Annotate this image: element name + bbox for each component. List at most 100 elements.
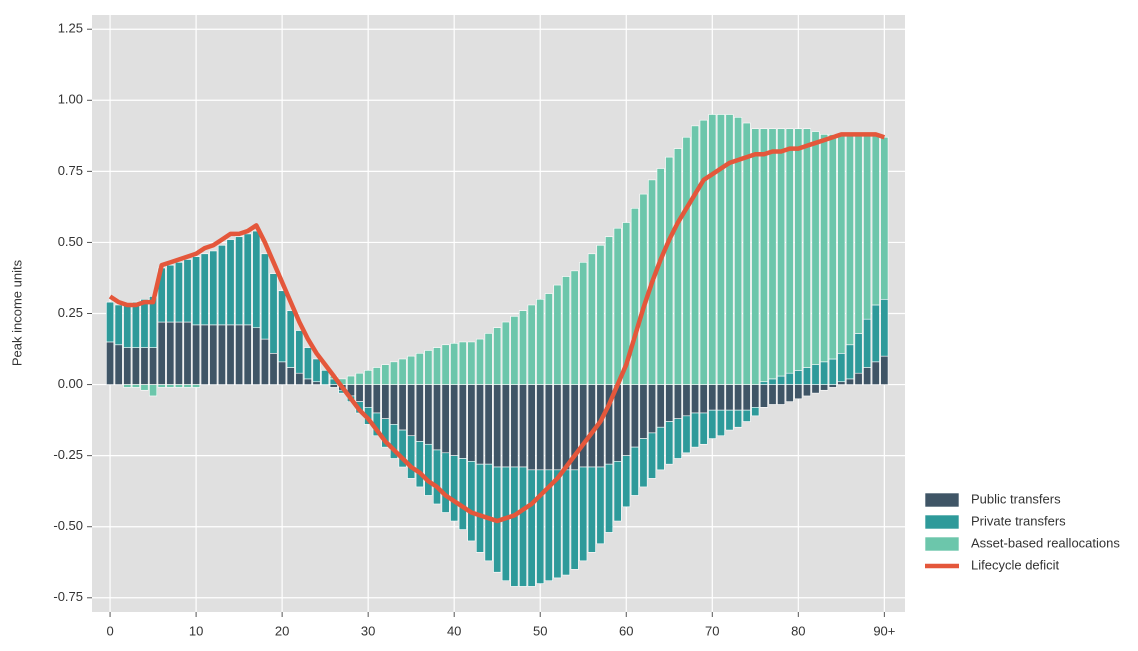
- bar: [260, 338, 269, 385]
- bar: [476, 338, 485, 385]
- y-tick-label: 1.25: [58, 21, 83, 36]
- bar: [742, 409, 751, 422]
- bar: [630, 384, 639, 448]
- bar: [880, 298, 889, 357]
- bar: [106, 341, 115, 385]
- bar: [106, 301, 115, 343]
- bar: [699, 119, 708, 385]
- bar: [476, 463, 485, 553]
- bar: [510, 384, 519, 468]
- legend-label: Lifecycle deficit: [971, 557, 1060, 572]
- bar: [192, 324, 201, 385]
- bar: [768, 378, 777, 385]
- bar: [441, 452, 450, 513]
- bar: [424, 384, 433, 445]
- bar: [570, 469, 579, 570]
- bar: [114, 304, 123, 346]
- bar: [407, 435, 416, 479]
- x-tick-label: 40: [447, 623, 461, 638]
- bar: [493, 327, 502, 385]
- bar: [286, 310, 295, 368]
- bar: [570, 270, 579, 385]
- bar: [269, 273, 278, 354]
- bar: [682, 136, 691, 385]
- y-tick-label: -0.50: [53, 518, 83, 533]
- bar: [768, 384, 777, 405]
- bar: [192, 384, 201, 388]
- bar: [260, 253, 269, 340]
- bar: [837, 352, 846, 383]
- x-tick-label: 80: [791, 623, 805, 638]
- bar: [381, 384, 390, 419]
- x-tick-label: 10: [189, 623, 203, 638]
- bar: [389, 361, 398, 385]
- bar: [759, 381, 768, 385]
- bar: [166, 264, 175, 323]
- bar: [648, 384, 657, 434]
- bar: [544, 469, 553, 582]
- bar: [519, 384, 528, 468]
- bar: [751, 384, 760, 408]
- x-tick-label: 0: [106, 623, 113, 638]
- legend-label: Asset-based reallocations: [971, 535, 1120, 550]
- bar: [536, 384, 545, 471]
- bar: [527, 384, 536, 471]
- x-tick-label: 90+: [873, 623, 895, 638]
- bar: [820, 361, 829, 385]
- bar: [828, 358, 837, 385]
- bar: [235, 236, 244, 326]
- bar: [278, 290, 287, 363]
- bar: [286, 367, 295, 385]
- bar: [501, 321, 510, 385]
- bar: [114, 344, 123, 385]
- bar: [174, 321, 183, 385]
- bar: [579, 262, 588, 385]
- legend-swatch: [924, 514, 960, 530]
- bar: [303, 347, 312, 380]
- bar: [501, 384, 510, 468]
- bar: [166, 384, 175, 388]
- bar: [854, 333, 863, 374]
- bar: [123, 347, 132, 385]
- bar: [140, 347, 149, 385]
- bar: [716, 409, 725, 437]
- bar: [871, 304, 880, 363]
- bar: [587, 466, 596, 553]
- line: [108, 132, 886, 524]
- bar: [622, 384, 631, 456]
- x-tick-label: 30: [361, 623, 375, 638]
- bar: [458, 341, 467, 385]
- bar: [209, 250, 218, 326]
- bar: [656, 168, 665, 385]
- legend-label: Private transfers: [971, 513, 1066, 528]
- bar: [372, 367, 381, 385]
- bar: [553, 469, 562, 579]
- bar: [613, 461, 622, 522]
- bar: [372, 384, 381, 414]
- bar: [794, 370, 803, 385]
- bar: [243, 324, 252, 385]
- bar: [708, 409, 717, 439]
- bar: [217, 324, 226, 385]
- bar: [295, 372, 304, 385]
- bar: [811, 131, 820, 365]
- bar: [656, 426, 665, 471]
- bar: [458, 458, 467, 530]
- bar: [174, 384, 183, 388]
- bar: [183, 259, 192, 323]
- bar: [562, 384, 571, 471]
- bar: [553, 384, 562, 471]
- bar: [871, 134, 880, 306]
- bar: [381, 364, 390, 385]
- bar: [622, 455, 631, 508]
- bar: [536, 298, 545, 385]
- y-tick-label: -0.75: [53, 589, 83, 604]
- bar: [734, 117, 743, 385]
- bar: [407, 355, 416, 385]
- bar: [424, 443, 433, 496]
- bar: [802, 384, 811, 397]
- bar: [794, 128, 803, 371]
- bar: [364, 384, 373, 408]
- bar: [837, 134, 846, 354]
